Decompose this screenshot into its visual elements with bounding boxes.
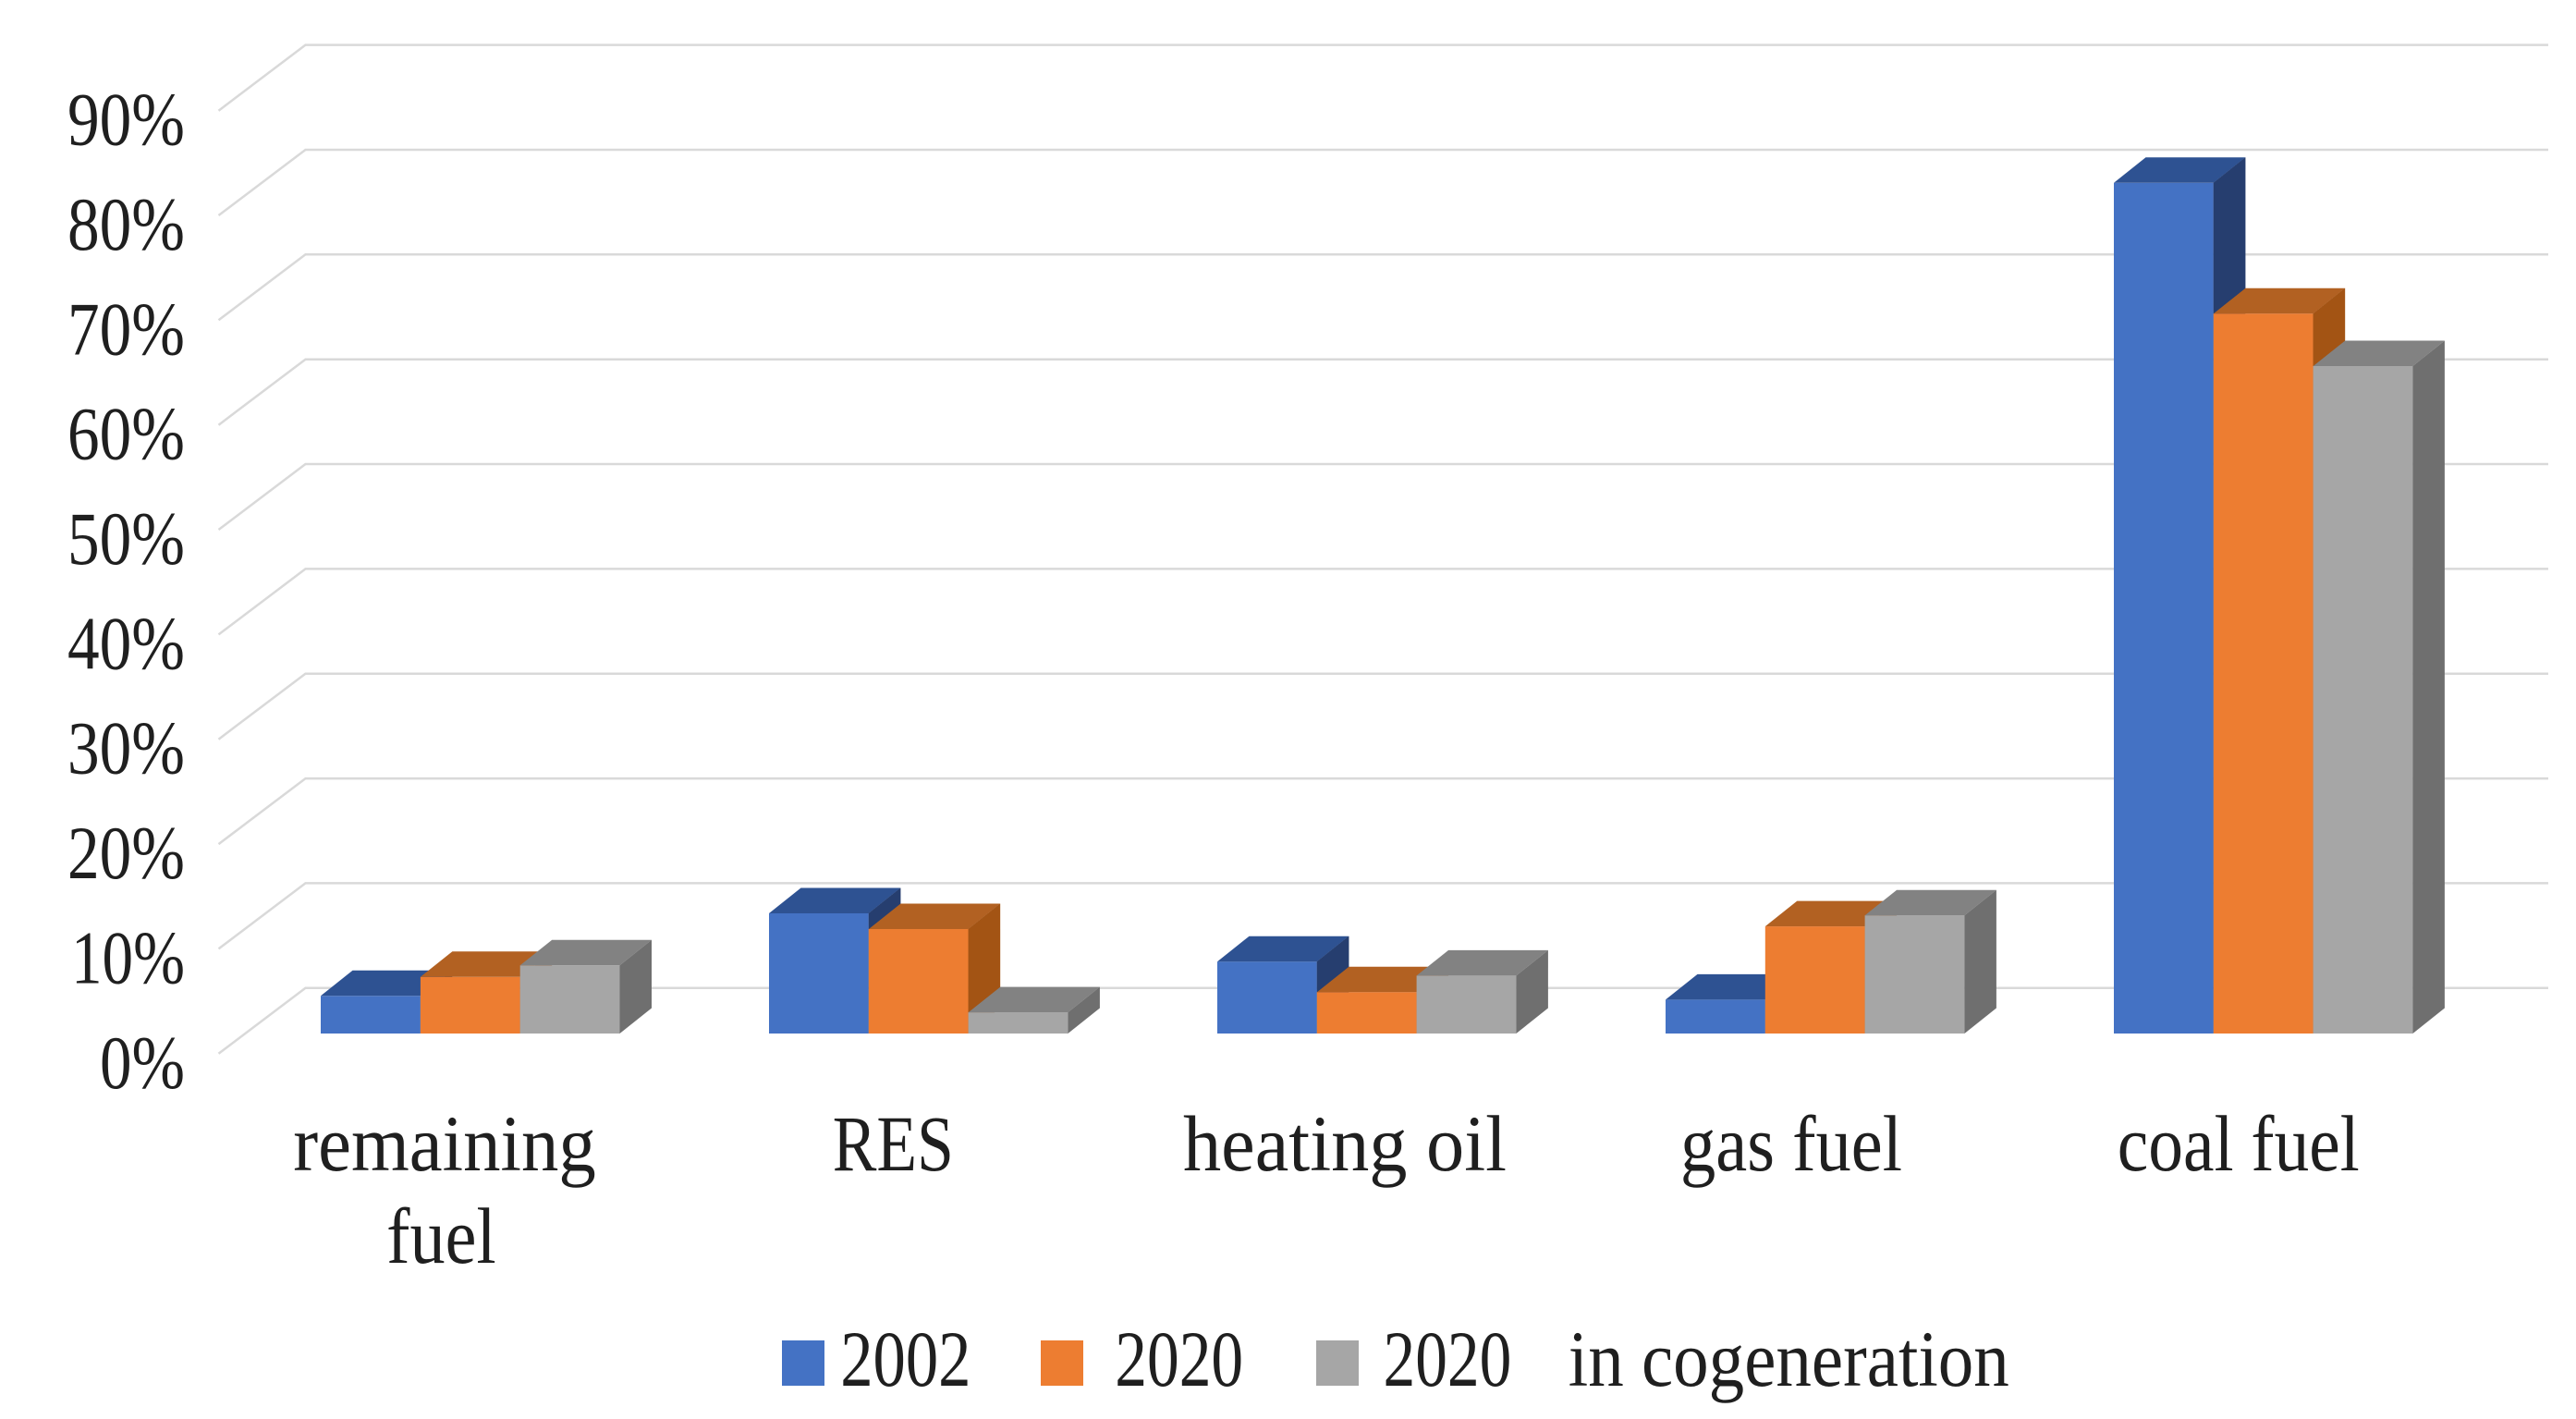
svg-text:coal fuel: coal fuel (2118, 1099, 2360, 1188)
svg-text:fuel: fuel (386, 1192, 496, 1280)
svg-text:heating oil: heating oil (1183, 1099, 1507, 1188)
svg-text:50%: 50% (67, 496, 185, 581)
svg-text:0%: 0% (100, 1021, 185, 1105)
svg-text:RES: RES (833, 1099, 954, 1188)
svg-text:in cogeneration: in cogeneration (1569, 1315, 2009, 1403)
svg-text:90%: 90% (67, 78, 185, 162)
svg-text:60%: 60% (67, 392, 185, 476)
svg-text:gas fuel: gas fuel (1680, 1099, 1902, 1188)
svg-text:remaining: remaining (293, 1099, 596, 1188)
svg-text:10%: 10% (71, 915, 185, 999)
svg-text:2020: 2020 (1384, 1315, 1512, 1403)
svg-text:2002: 2002 (840, 1315, 971, 1403)
svg-text:70%: 70% (67, 287, 185, 371)
svg-text:40%: 40% (67, 601, 185, 685)
svg-text:30%: 30% (67, 706, 185, 790)
svg-text:2020: 2020 (1115, 1315, 1243, 1403)
svg-text:20%: 20% (67, 811, 185, 895)
svg-text:80%: 80% (67, 182, 185, 266)
